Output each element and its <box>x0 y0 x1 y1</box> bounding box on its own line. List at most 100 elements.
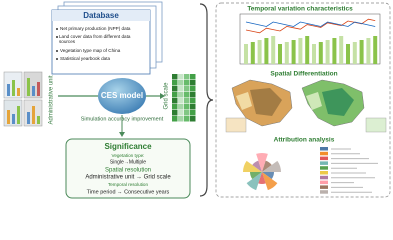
shape <box>250 172 262 180</box>
shape <box>271 36 276 64</box>
shape <box>172 104 178 110</box>
shape <box>178 110 184 116</box>
attribution-chart <box>243 147 378 194</box>
section-text: Administrative unit → Grid scale <box>85 175 171 181</box>
shape <box>178 116 184 122</box>
shape <box>320 180 328 185</box>
shape <box>245 18 376 34</box>
database-title: Database <box>83 11 119 20</box>
shape <box>359 40 364 64</box>
shape <box>278 44 282 64</box>
shape <box>320 151 328 156</box>
shape <box>320 190 328 194</box>
accuracy-label: Simulation accuracy improvement <box>81 116 164 122</box>
shape <box>366 38 371 64</box>
arrow-head <box>119 132 125 137</box>
shape <box>262 172 274 180</box>
shape <box>184 86 190 92</box>
database-item: Statistical yearbook data <box>60 56 110 61</box>
shape <box>172 116 178 122</box>
shape <box>190 74 196 80</box>
shape <box>250 42 255 64</box>
section-heading: Spatial resolution <box>105 168 151 174</box>
shape <box>178 92 184 98</box>
shape <box>256 153 268 172</box>
shape <box>245 21 376 27</box>
shape <box>352 42 357 64</box>
shape <box>332 38 337 64</box>
significance-box <box>65 138 191 199</box>
shape <box>172 74 178 80</box>
shape <box>184 104 190 110</box>
shape <box>184 110 190 116</box>
shape <box>184 98 190 104</box>
shape <box>190 116 196 122</box>
admin-thumbnails <box>3 71 43 127</box>
shape <box>172 110 178 116</box>
shape <box>320 171 328 175</box>
shape <box>262 160 272 172</box>
panel-title: Temporal variation characteristics <box>247 6 353 13</box>
section-text: Single→Multiple <box>110 159 146 165</box>
shape <box>320 185 328 189</box>
shape <box>252 160 262 172</box>
grid-thumbnail <box>172 74 196 122</box>
shape <box>320 161 328 165</box>
shape <box>178 104 184 110</box>
shape <box>190 80 196 86</box>
shape <box>190 104 196 110</box>
shape <box>190 98 196 104</box>
shape <box>298 38 303 64</box>
shape <box>184 92 190 98</box>
grid-scale-label: Grid scale <box>164 82 170 110</box>
shape <box>264 38 269 64</box>
left-label: Administrative unit <box>49 75 55 124</box>
shape <box>244 44 248 64</box>
shape <box>172 80 178 86</box>
shape <box>178 86 184 92</box>
database-header <box>52 10 150 21</box>
brace <box>199 3 214 197</box>
ces-model-label: CES model <box>101 91 143 100</box>
shape <box>184 74 190 80</box>
panel-title: Spatial Differentiation <box>270 71 337 78</box>
shape <box>325 40 330 64</box>
significance-title: Significance <box>104 142 152 151</box>
section-heading: Temporal resolution <box>108 182 149 187</box>
section-text: Time period → Consecutive years <box>87 189 170 195</box>
spatial-maps <box>225 79 387 133</box>
panel-title: Attribution analysis <box>274 137 335 144</box>
shape <box>284 42 289 64</box>
shape <box>262 172 278 191</box>
shape <box>320 166 328 170</box>
shape <box>318 42 323 64</box>
shape <box>184 116 190 122</box>
shape <box>172 98 178 104</box>
shape <box>190 86 196 92</box>
shape <box>178 74 184 80</box>
shape <box>320 156 328 161</box>
database-item: Net primary production (NPP) data <box>60 26 131 31</box>
shape <box>320 175 328 180</box>
shape <box>346 44 350 64</box>
shape <box>257 40 262 64</box>
shape <box>190 92 196 98</box>
shape <box>258 172 266 184</box>
section-heading: Vegetation type: <box>112 153 145 158</box>
shape <box>172 86 178 92</box>
shape <box>178 98 184 104</box>
shape <box>178 80 184 86</box>
shape <box>291 40 296 64</box>
temporal-chart <box>239 13 381 65</box>
database-item: Vegetation type map of China <box>60 48 121 53</box>
database-item: Land cover data from different data sour… <box>59 33 131 45</box>
shape <box>305 36 310 64</box>
shape <box>172 92 178 98</box>
shape <box>243 160 262 172</box>
shape <box>190 110 196 116</box>
shape <box>262 160 281 172</box>
ces-model-node <box>98 78 146 114</box>
shape <box>373 36 378 64</box>
shape <box>312 44 316 64</box>
database-item-wrap: Land cover data from different data sour… <box>59 33 131 45</box>
